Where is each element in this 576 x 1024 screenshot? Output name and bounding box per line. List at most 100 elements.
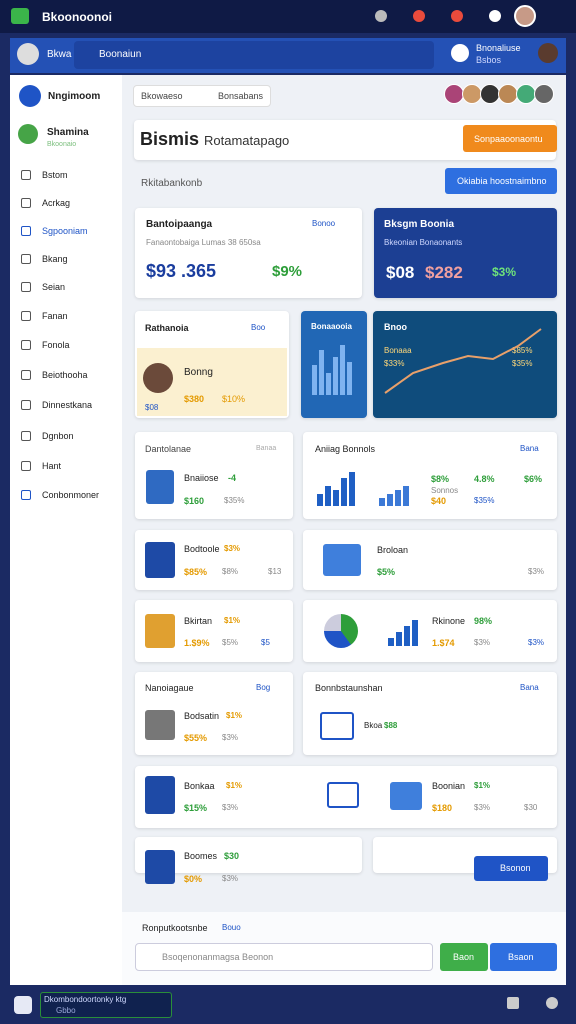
top-icon[interactable] <box>451 10 463 22</box>
card-value: $15% <box>184 803 208 813</box>
top-icon[interactable] <box>413 10 425 22</box>
nav-icon[interactable] <box>21 311 31 321</box>
nav-icon[interactable] <box>21 461 31 471</box>
top-icon[interactable] <box>375 10 387 22</box>
bar-icon <box>319 350 324 395</box>
card-extra: $08 <box>145 403 159 412</box>
nav-item[interactable]: Acrkag <box>42 198 71 208</box>
bar-icon <box>341 478 347 506</box>
nav-item[interactable]: Seian <box>42 282 66 292</box>
top-icon[interactable] <box>489 10 501 22</box>
panel-title: Ronputkootsnbe <box>142 923 208 933</box>
green-button[interactable] <box>440 943 488 971</box>
header-button[interactable] <box>463 125 557 152</box>
user-name: Bkwa <box>47 49 72 60</box>
card-change: $3% <box>222 733 239 742</box>
nav-icon[interactable] <box>21 198 31 208</box>
nav-item[interactable]: Dgnbon <box>42 431 74 441</box>
primary-button[interactable] <box>445 168 557 194</box>
card-badge: -4 <box>228 473 237 483</box>
card-value: $8% <box>431 474 450 484</box>
action-button-label[interactable]: Bsonon <box>500 863 531 873</box>
card-badge: 98% <box>474 616 493 626</box>
avatar[interactable] <box>514 5 536 27</box>
footer-icon[interactable] <box>507 997 519 1009</box>
card-extra: $30 <box>524 803 538 812</box>
bar-icon <box>396 632 402 646</box>
section-subtitle: Rkitabankonb <box>141 178 203 189</box>
card-value: $5% <box>377 567 396 577</box>
card-change: $3% <box>528 567 545 576</box>
card-title: Bksgm Boonia <box>384 219 455 230</box>
green-button-label[interactable]: Baon <box>453 952 475 962</box>
line-chart-card <box>373 311 557 418</box>
card-icon <box>320 712 354 740</box>
user-avatar[interactable] <box>17 43 39 65</box>
card-badge: $3% <box>224 544 241 553</box>
panel-link[interactable]: Bouo <box>222 923 241 932</box>
card-value: $380 <box>184 394 205 404</box>
header-button-label[interactable]: Sonpaaoonaontu <box>474 134 543 144</box>
nav-icon[interactable] <box>21 282 31 292</box>
brand-logo <box>451 44 469 62</box>
nav-icon[interactable] <box>21 400 31 410</box>
team-avatar <box>480 84 500 104</box>
bar-icon <box>340 345 345 395</box>
nav-item[interactable]: Sgpooniam <box>42 226 88 236</box>
card-link[interactable]: Boo <box>251 323 266 332</box>
search-input[interactable] <box>135 943 433 971</box>
page-title: Bismis <box>140 129 200 149</box>
card-change: $85% <box>512 346 533 355</box>
sidebar-header: Nngimoom <box>48 91 101 102</box>
nav-icon[interactable] <box>21 431 31 441</box>
card-change: $3% <box>474 803 491 812</box>
card-desc: Bkeonian Bonaonants <box>384 238 463 247</box>
pie-icon <box>324 614 358 648</box>
search-box[interactable] <box>74 41 434 69</box>
card-icon <box>145 710 175 740</box>
nav-item[interactable]: Fonola <box>42 340 70 350</box>
footer-notice <box>40 992 172 1018</box>
card-change: $3% <box>474 638 491 647</box>
card-icon <box>145 776 175 814</box>
nav-item[interactable]: Bstom <box>42 170 68 180</box>
nav-item[interactable]: Fanan <box>42 311 68 321</box>
nav-icon[interactable] <box>21 254 31 264</box>
nav-icon[interactable] <box>21 490 31 500</box>
primary-button-label[interactable]: Okiabia hoostnaimbno <box>457 176 547 186</box>
filter[interactable] <box>133 85 271 107</box>
card-icon <box>327 782 359 808</box>
card-link[interactable]: Bonoo <box>312 219 336 228</box>
nav-icon[interactable] <box>21 226 31 236</box>
card-name: Sonnos <box>431 486 459 495</box>
card-value: 4.8% <box>474 474 495 484</box>
card-title: Bonkaa <box>184 781 215 791</box>
nav-item[interactable]: Conbonmoner <box>42 490 100 500</box>
nav-item[interactable]: Dinnestkana <box>42 400 93 410</box>
nav-icon[interactable] <box>21 370 31 380</box>
nav-item[interactable]: Beiothooha <box>42 370 88 380</box>
bar-icon <box>387 494 393 506</box>
nav-item[interactable]: Hant <box>42 461 62 471</box>
blue-button[interactable] <box>490 943 557 971</box>
sidebar <box>10 75 122 985</box>
action-button[interactable] <box>474 856 548 881</box>
profile-icon <box>18 124 38 144</box>
card-title: Dantolanae <box>145 444 192 454</box>
card-name: Bkoa <box>364 721 383 730</box>
footer-icon[interactable] <box>546 997 558 1009</box>
nav-icon[interactable] <box>21 340 31 350</box>
blue-button-label[interactable]: Bsaon <box>508 952 534 962</box>
card-icon <box>323 544 361 576</box>
summary-card <box>135 208 362 298</box>
nav-icon[interactable] <box>21 170 31 180</box>
page-subtitle: Rotamatapago <box>204 133 290 148</box>
card-change: $3% <box>222 874 239 883</box>
card-title: Nanoiagaue <box>145 683 194 693</box>
card-desc: Bonaaa <box>384 346 412 355</box>
card-badge: $30 <box>224 851 240 861</box>
card-title: Bnoo <box>384 322 407 332</box>
card-title: Aniiag Bonnols <box>315 444 376 454</box>
nav-item[interactable]: Bkang <box>42 254 68 264</box>
card-title: Bantoipaanga <box>146 219 213 230</box>
